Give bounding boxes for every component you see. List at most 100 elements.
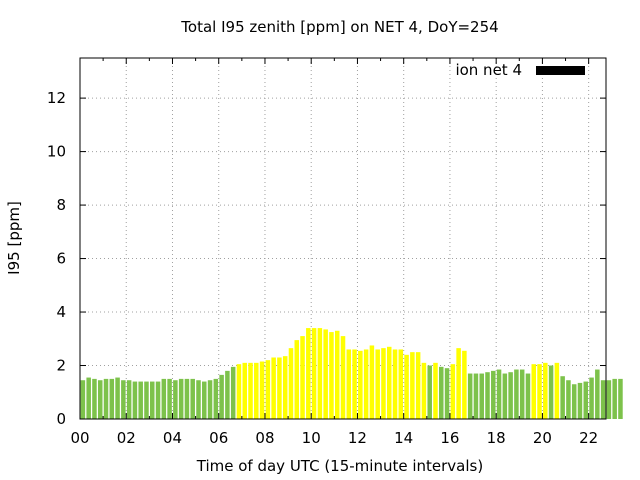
bar — [173, 380, 178, 419]
x-tick-label: 00 — [70, 429, 89, 447]
bar — [606, 380, 612, 419]
bar — [375, 349, 380, 419]
bar — [358, 350, 363, 419]
bar — [144, 381, 149, 419]
bar — [433, 362, 438, 419]
bar — [479, 373, 484, 419]
y-tick-label: 10 — [47, 143, 66, 161]
x-tick-label: 06 — [209, 429, 228, 447]
bar — [184, 378, 190, 419]
bar — [612, 378, 617, 419]
bar — [202, 381, 207, 419]
chart-title: Total I95 zenith [ppm] on NET 4, DoY=254 — [180, 18, 498, 36]
bar — [132, 381, 138, 419]
bar — [473, 373, 479, 419]
bar — [352, 349, 357, 419]
bar — [462, 350, 467, 419]
bar — [363, 349, 369, 419]
x-tick-label: 22 — [579, 429, 598, 447]
bar — [282, 356, 288, 419]
x-tick-label: 14 — [394, 429, 413, 447]
bar — [410, 352, 415, 419]
bar — [311, 328, 317, 419]
bar — [392, 349, 398, 419]
y-tick-label: 4 — [56, 303, 66, 321]
bar — [502, 373, 508, 419]
bar — [381, 348, 386, 419]
bar — [386, 346, 392, 419]
bar — [467, 373, 473, 419]
bar — [543, 362, 548, 419]
x-tick-label: 18 — [487, 429, 506, 447]
bar — [334, 330, 340, 419]
x-tick-label: 04 — [163, 429, 182, 447]
bar — [571, 384, 577, 419]
legend-label: ion net 4 — [455, 61, 522, 79]
x-tick-label: 12 — [348, 429, 367, 447]
x-tick-label: 10 — [302, 429, 321, 447]
bar — [329, 332, 334, 419]
bar — [213, 378, 219, 419]
bar — [248, 362, 253, 419]
y-tick-label: 0 — [56, 410, 66, 428]
bar — [456, 348, 461, 419]
x-tick-label: 16 — [440, 429, 459, 447]
bar — [207, 380, 213, 419]
bar — [485, 372, 490, 419]
bar — [589, 377, 594, 419]
bar — [560, 376, 565, 419]
bar — [190, 378, 195, 419]
bar — [404, 354, 409, 419]
x-tick-label: 02 — [117, 429, 136, 447]
plot-frame — [79, 57, 607, 420]
bar — [306, 328, 311, 419]
bar — [369, 345, 375, 419]
y-tick-label: 12 — [47, 89, 66, 107]
x-tick-label: 08 — [255, 429, 274, 447]
bar — [444, 368, 450, 419]
bar — [537, 364, 542, 419]
bar — [496, 369, 502, 419]
x-axis-label: Time of day UTC (15-minute intervals) — [196, 457, 483, 475]
bar — [271, 357, 276, 419]
grid-lines — [80, 58, 606, 419]
bar — [398, 349, 404, 419]
bar — [531, 364, 536, 419]
bar — [242, 362, 247, 419]
bar — [450, 364, 456, 419]
x-tick-label: 20 — [533, 429, 552, 447]
bar — [439, 366, 444, 419]
bar — [138, 381, 143, 419]
bar — [566, 380, 571, 419]
bar — [491, 370, 496, 419]
bar — [219, 374, 224, 419]
bar — [230, 366, 236, 419]
bar — [317, 328, 323, 419]
bar — [225, 370, 230, 419]
bar — [618, 378, 623, 419]
bar — [97, 380, 103, 419]
bar — [519, 369, 525, 419]
bar — [421, 362, 427, 419]
bar — [178, 378, 184, 419]
bar — [92, 378, 97, 419]
bar — [595, 369, 600, 419]
bar — [548, 365, 554, 419]
bar — [577, 382, 583, 419]
bar — [340, 336, 346, 419]
bar — [294, 340, 300, 419]
bar — [554, 362, 560, 419]
bar — [196, 380, 201, 419]
bar — [115, 377, 120, 419]
bar — [109, 378, 115, 419]
bar — [265, 360, 271, 419]
y-tick-label: 2 — [56, 357, 66, 375]
bar — [514, 369, 519, 419]
bar — [126, 380, 132, 419]
bar — [103, 378, 109, 419]
bar — [121, 380, 126, 419]
bar — [259, 361, 265, 419]
bar — [600, 380, 606, 419]
